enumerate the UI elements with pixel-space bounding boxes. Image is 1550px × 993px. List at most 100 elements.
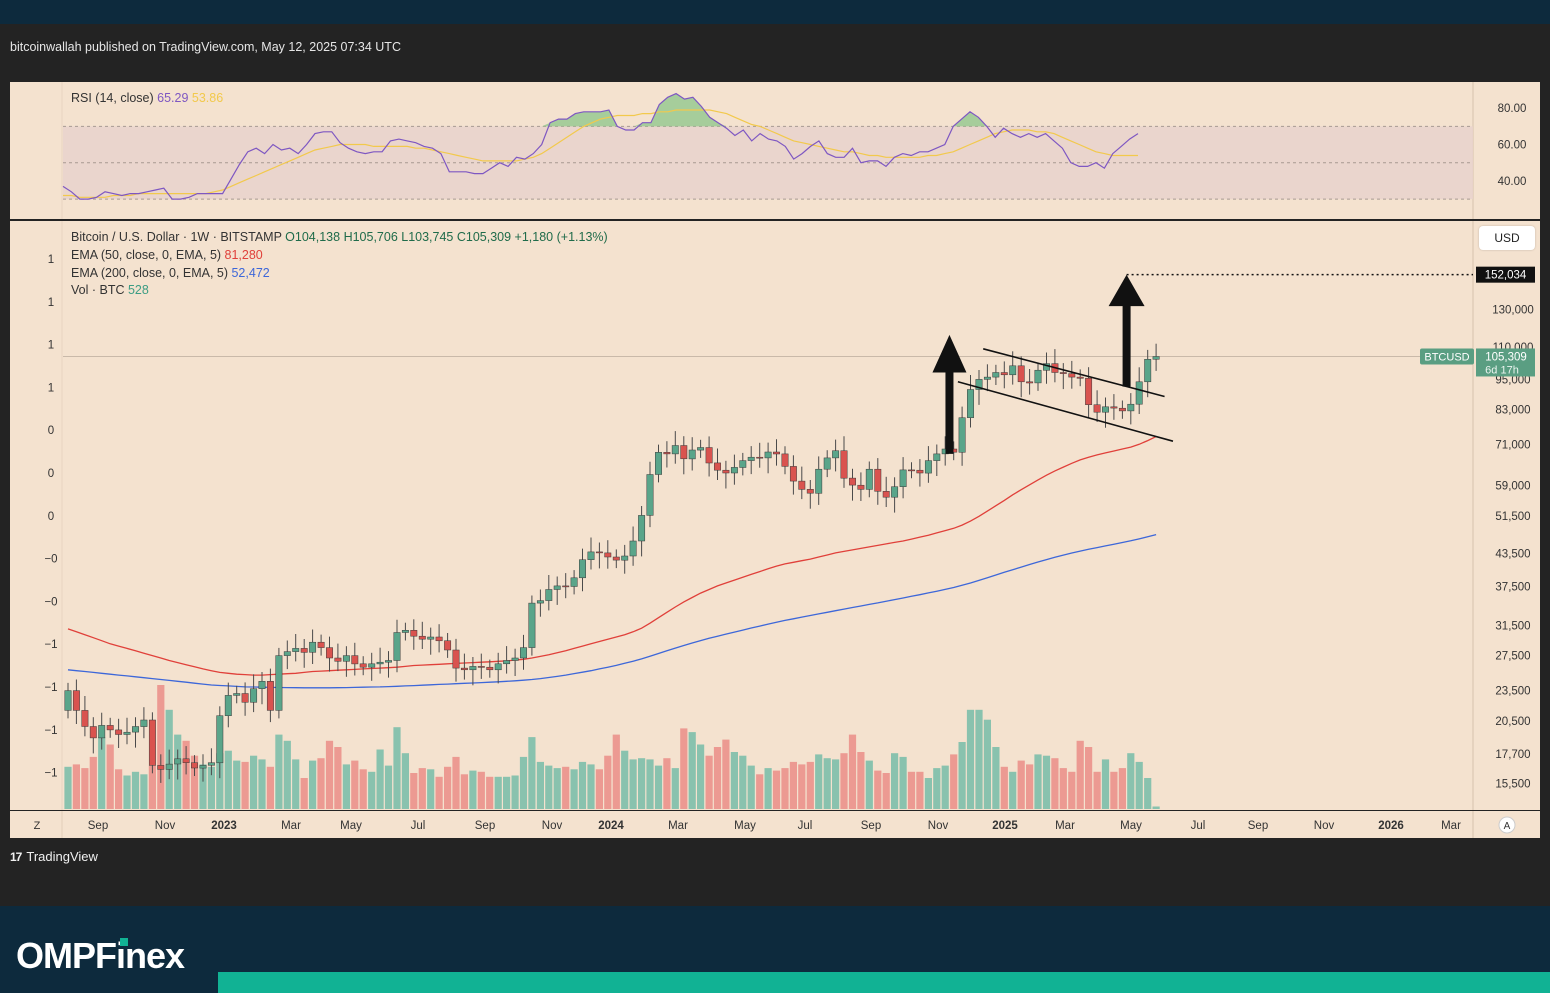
time-tick: Nov (1314, 820, 1335, 832)
candle-body (275, 655, 283, 711)
brand-label: TradingView (26, 849, 98, 864)
volume-bar (772, 770, 781, 809)
candle-body (992, 372, 1000, 378)
price-panel[interactable]: 1111000−0−0−1−1−1−1180,000130,000110,000… (10, 221, 1540, 810)
volume-bar (891, 753, 899, 809)
volume-bar (907, 771, 916, 809)
volume-bar (713, 747, 722, 809)
candle-body (140, 719, 148, 727)
candle-body (342, 655, 350, 662)
candle-body (604, 552, 612, 558)
candle-body (233, 693, 241, 696)
candle-body (309, 641, 317, 653)
volume-bar (950, 754, 958, 809)
volume-bar (756, 774, 764, 809)
volume-bar (545, 765, 553, 809)
volume-bar (933, 768, 941, 809)
volume-bar (148, 765, 156, 809)
left-axis-label: 1 (48, 340, 54, 352)
volume-bar (536, 761, 544, 809)
time-tick: 2024 (598, 820, 624, 832)
left-axis-label: −1 (44, 725, 57, 737)
left-axis-label: 0 (48, 511, 54, 523)
volume-bar (283, 740, 291, 809)
price-y-tick: 71,000 (1495, 439, 1530, 451)
candle-body (435, 636, 443, 642)
candle-body (132, 726, 139, 733)
volume-bar (317, 758, 325, 809)
ompfinex-logo: OMPFinex (16, 935, 185, 977)
target-tag-bg (1476, 266, 1535, 283)
candle-body (1085, 377, 1093, 405)
volume-bar (89, 756, 97, 809)
price-y-tick: 27,500 (1495, 651, 1530, 663)
price-tag-countdown: 6d 17h (1485, 364, 1519, 376)
candle-body (292, 648, 300, 652)
candle-body (452, 649, 460, 669)
ema50-legend-value: 81,280 (225, 248, 263, 262)
candle-body (773, 451, 780, 455)
time-tick: Jul (798, 820, 813, 832)
volume-bar (688, 732, 696, 809)
price-y-tick: 59,000 (1495, 481, 1530, 493)
volume-bar (705, 755, 713, 809)
candle-body (477, 666, 485, 668)
ema50-line (67, 436, 1157, 676)
volume-bar (1059, 768, 1067, 809)
volume-legend-value: 528 (128, 283, 149, 297)
candle-body (182, 758, 190, 763)
candle-body (840, 450, 848, 479)
volume-bar (275, 734, 283, 809)
flag-channel-lower (957, 381, 1174, 442)
candle-body (351, 655, 359, 665)
price-y-tick: 23,500 (1495, 686, 1530, 698)
candle-body (621, 555, 629, 561)
candle-body (874, 468, 882, 492)
volume-bar (899, 756, 907, 809)
candle-body (823, 457, 831, 470)
ohlc-value-0: O104,138 (285, 230, 343, 244)
volume-bar (410, 773, 418, 809)
left-axis-label: 0 (48, 425, 54, 437)
volume-bar (115, 769, 123, 809)
candle-body (1017, 365, 1025, 383)
volume-bar (157, 685, 165, 809)
time-tick: May (734, 820, 756, 832)
candle-body (789, 466, 797, 482)
rsi-panel[interactable]: 80.00 60.00 40.00 RSI (14, close) 65.29 53.… (10, 82, 1540, 219)
volume-bar (241, 761, 249, 809)
volume-bar (865, 760, 873, 809)
candle-body (1118, 407, 1126, 412)
currency-button[interactable]: USD (1479, 226, 1535, 250)
tradingview-brand[interactable]: 17 TradingView (10, 849, 98, 864)
candle-body (730, 467, 738, 474)
price-y-tick: 43,500 (1495, 548, 1530, 560)
volume-bar (562, 766, 570, 809)
volume-bar (81, 768, 89, 809)
candle-body (207, 762, 215, 766)
volume-bar (815, 754, 823, 809)
volume-bar (106, 744, 114, 809)
time-tick: Jul (1191, 820, 1206, 832)
logo-part-i: i (116, 935, 126, 976)
volume-bar (342, 764, 350, 809)
volume-bar (570, 769, 578, 809)
volume-bar (553, 768, 561, 809)
volume-bar (384, 765, 393, 809)
volume-bar (224, 750, 232, 809)
time-tick: Sep (861, 820, 881, 832)
left-axis-label: 1 (48, 382, 54, 394)
volume-bar (1000, 766, 1008, 809)
candle-body (427, 636, 435, 640)
volume-bar (1017, 760, 1025, 809)
time-axis[interactable]: Z A Sep Nov 2023 Mar May Jul Sep Nov 2024 Mar May Jul… (10, 811, 1540, 838)
candle-body (570, 577, 578, 587)
candle-body (697, 447, 705, 451)
volume-bar (671, 768, 679, 809)
volume-bar (418, 768, 426, 809)
time-tick: Mar (668, 820, 688, 832)
volume-bar (806, 761, 814, 809)
volume-bar (1118, 768, 1126, 809)
volume-bar (444, 766, 452, 809)
candle-body (655, 452, 662, 475)
